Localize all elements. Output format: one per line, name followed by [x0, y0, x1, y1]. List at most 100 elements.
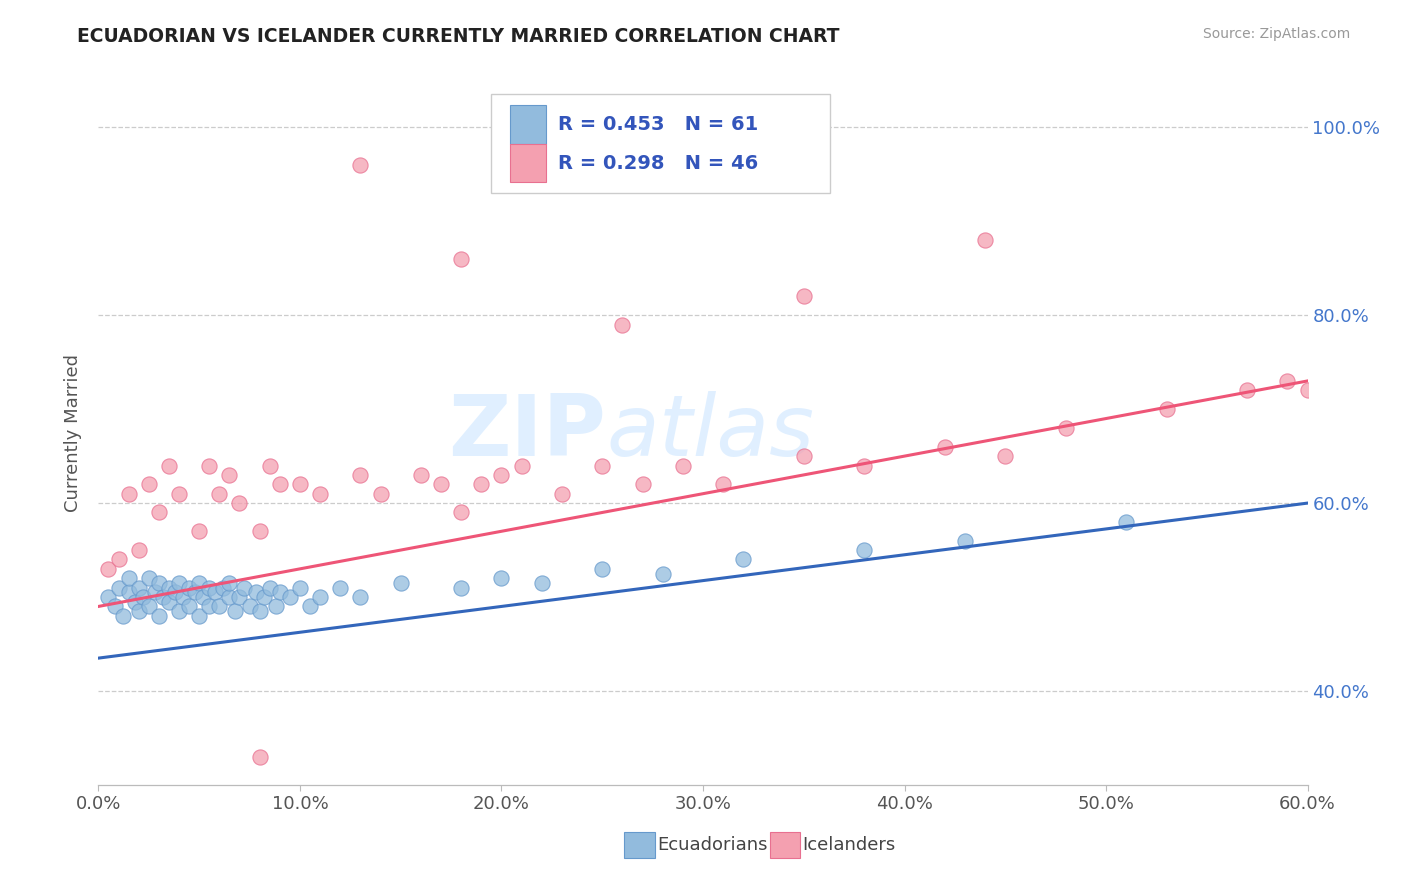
- Point: [329, 581, 352, 595]
- Point: [111, 608, 134, 623]
- Point: [249, 524, 271, 539]
- Point: [974, 233, 997, 247]
- Point: [212, 581, 235, 595]
- Point: [138, 599, 160, 614]
- Point: [179, 581, 201, 595]
- Point: [107, 552, 129, 566]
- Point: [389, 576, 412, 591]
- Point: [733, 552, 755, 566]
- Point: [491, 467, 513, 482]
- Point: [934, 440, 956, 454]
- Text: Source: ZipAtlas.com: Source: ZipAtlas.com: [1202, 27, 1350, 41]
- Point: [1296, 384, 1319, 398]
- FancyBboxPatch shape: [492, 95, 830, 193]
- Point: [793, 449, 815, 463]
- Text: R = 0.453   N = 61: R = 0.453 N = 61: [558, 115, 758, 134]
- Bar: [769, 832, 800, 857]
- Text: Ecuadorians: Ecuadorians: [657, 836, 768, 854]
- Point: [309, 486, 332, 500]
- Point: [179, 599, 201, 614]
- Point: [793, 289, 815, 303]
- Point: [218, 590, 240, 604]
- Text: atlas: atlas: [606, 391, 814, 475]
- Point: [245, 585, 267, 599]
- Point: [188, 576, 211, 591]
- Point: [204, 585, 226, 599]
- Point: [167, 486, 190, 500]
- Point: [1236, 384, 1258, 398]
- Point: [163, 585, 186, 599]
- Point: [239, 599, 262, 614]
- Point: [510, 458, 533, 473]
- Point: [143, 585, 166, 599]
- Point: [1156, 402, 1178, 417]
- Bar: [624, 832, 655, 857]
- Point: [631, 477, 654, 491]
- Point: [953, 533, 976, 548]
- Point: [148, 506, 170, 520]
- Point: [430, 477, 453, 491]
- Point: [278, 590, 301, 604]
- Point: [118, 585, 141, 599]
- Point: [198, 458, 221, 473]
- Point: [157, 595, 180, 609]
- Point: [249, 604, 271, 618]
- Point: [269, 585, 291, 599]
- Point: [591, 562, 613, 576]
- Point: [253, 590, 276, 604]
- Point: [299, 599, 322, 614]
- Point: [103, 599, 125, 614]
- Point: [188, 608, 211, 623]
- Point: [591, 458, 613, 473]
- Point: [148, 608, 170, 623]
- Point: [1054, 421, 1077, 435]
- Point: [450, 506, 472, 520]
- Point: [193, 590, 215, 604]
- Point: [651, 566, 673, 581]
- Bar: [509, 144, 546, 183]
- Point: [232, 581, 254, 595]
- Point: [224, 604, 246, 618]
- Point: [97, 562, 120, 576]
- Point: [138, 477, 160, 491]
- Point: [309, 590, 332, 604]
- Point: [198, 581, 221, 595]
- Point: [450, 252, 472, 266]
- Point: [349, 590, 371, 604]
- Point: [491, 571, 513, 585]
- Point: [1277, 374, 1299, 388]
- Point: [152, 590, 174, 604]
- Point: [188, 524, 211, 539]
- Point: [97, 590, 120, 604]
- Point: [208, 486, 231, 500]
- Point: [172, 590, 194, 604]
- Point: [118, 571, 141, 585]
- Point: [138, 571, 160, 585]
- Point: [157, 458, 180, 473]
- Point: [259, 581, 281, 595]
- Point: [409, 467, 432, 482]
- Point: [198, 599, 221, 614]
- Point: [208, 599, 231, 614]
- Point: [118, 486, 141, 500]
- Point: [128, 543, 150, 558]
- Point: [167, 604, 190, 618]
- Text: ECUADORIAN VS ICELANDER CURRENTLY MARRIED CORRELATION CHART: ECUADORIAN VS ICELANDER CURRENTLY MARRIE…: [77, 27, 839, 45]
- Point: [672, 458, 695, 473]
- Point: [551, 486, 574, 500]
- Point: [349, 158, 371, 172]
- Point: [184, 585, 207, 599]
- Point: [612, 318, 634, 332]
- Y-axis label: Currently Married: Currently Married: [65, 353, 83, 512]
- Point: [470, 477, 492, 491]
- Point: [994, 449, 1017, 463]
- Point: [349, 467, 371, 482]
- Point: [530, 576, 553, 591]
- Point: [218, 467, 240, 482]
- Point: [228, 590, 250, 604]
- Point: [107, 581, 129, 595]
- Point: [264, 599, 287, 614]
- Point: [148, 576, 170, 591]
- Point: [124, 595, 146, 609]
- Point: [218, 576, 240, 591]
